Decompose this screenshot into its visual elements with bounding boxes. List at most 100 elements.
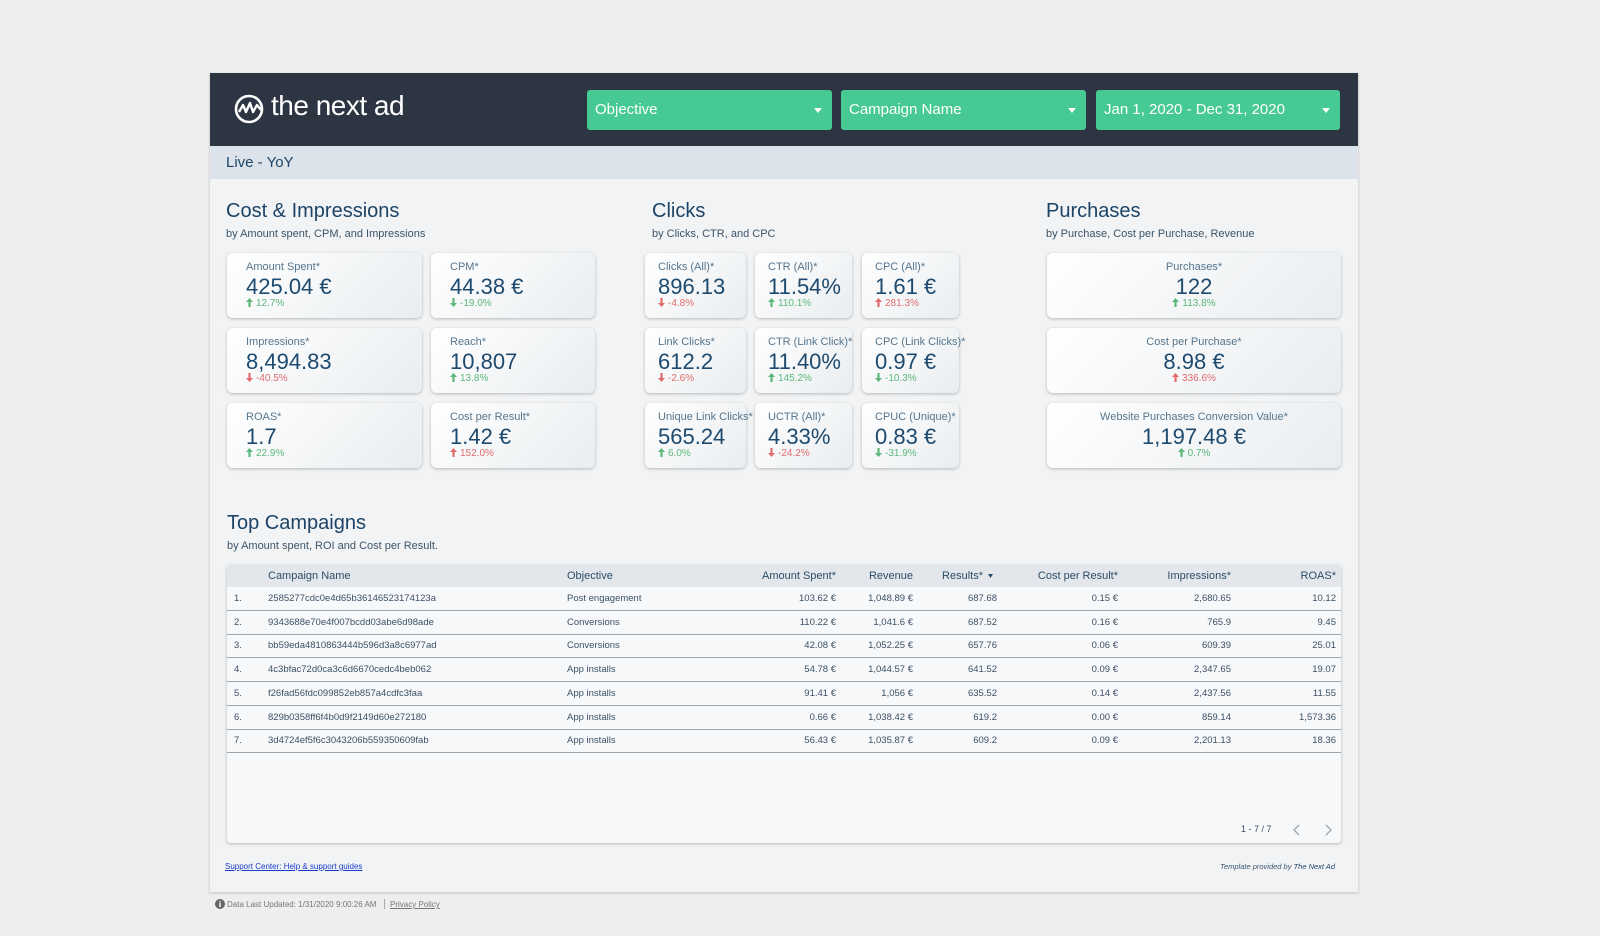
kpi-change: 110.1%	[768, 298, 811, 309]
table-cell: 9343688e70e4f007bcdd03abe6d98ade	[268, 616, 434, 628]
kpi-label: Amount Spent*	[246, 261, 320, 273]
table-row-divider	[227, 728, 1341, 730]
support-link[interactable]: Support Center: Help & support guides	[225, 862, 363, 871]
table-cell: 56.43 €	[804, 735, 836, 747]
kpi-label: Clicks (All)*	[658, 261, 715, 273]
table-cell: 0.15 €	[1091, 593, 1118, 604]
kpi-change: -31.9%	[875, 448, 917, 459]
kpi-card: CPUC (Unique)* 0.83 € -31.9%	[862, 403, 959, 468]
kpi-change-value: 13.8%	[460, 373, 489, 384]
kpi-change: 113.8%	[1047, 298, 1341, 309]
page-title: Live - YoY	[226, 154, 294, 171]
trend-arrow	[1172, 298, 1180, 307]
kpi-label: Cost per Result*	[450, 411, 531, 423]
column-header[interactable]: Cost per Result*	[1037, 570, 1118, 582]
column-header[interactable]: Impressions*	[1167, 570, 1231, 582]
table-cell: 635.52	[967, 687, 997, 699]
table-subtitle: by Amount spent, ROI and Cost per Result…	[227, 540, 438, 552]
column-header[interactable]: Objective	[567, 570, 613, 582]
column-header[interactable]: Campaign Name	[268, 570, 351, 582]
kpi-change-value: 281.3%	[885, 298, 919, 309]
filter-dropdown[interactable]: Jan 1, 2020 - Dec 31, 2020	[1096, 90, 1340, 130]
privacy-link[interactable]: Privacy Policy	[390, 900, 440, 909]
table-cell: Conversions	[567, 640, 620, 652]
kpi-value: 565.24	[658, 424, 726, 449]
section-title: Cost & Impressions	[226, 200, 400, 222]
kpi-change: 152.0%	[450, 448, 494, 459]
kpi-card: Cost per Result* 1.42 €152.0%	[431, 403, 595, 468]
kpi-change: -10.3%	[875, 373, 917, 384]
kpi-card: Reach* 10,807 13.8%	[431, 328, 595, 393]
trend-arrow	[1172, 373, 1180, 382]
kpi-value: 8,494.83	[246, 349, 332, 374]
row-rank: 5.	[234, 687, 242, 699]
table-cell: 1,573.36	[1299, 711, 1336, 723]
kpi-value: 1.42 €	[450, 424, 512, 449]
dropdown-caret	[814, 108, 822, 113]
filter-dropdown[interactable]: Objective	[587, 90, 832, 130]
table-cell: 2,347.65	[1194, 664, 1231, 676]
kpi-label: Unique Link Clicks*	[658, 411, 753, 423]
trend-arrow	[658, 373, 665, 382]
column-header[interactable]: Results*	[942, 570, 983, 582]
column-header[interactable]: ROAS*	[1300, 570, 1336, 582]
kpi-change-value: 113.8%	[1182, 298, 1216, 309]
kpi-label: Impressions*	[246, 336, 310, 348]
kpi-card: Link Clicks* 612.2 -2.6%	[645, 328, 746, 393]
kpi-value: 1,197.48 €	[1142, 424, 1246, 449]
kpi-label: CPUC (Unique)*	[875, 411, 956, 423]
column-header[interactable]: Revenue	[868, 570, 913, 582]
kpi-card: Purchases* 122 113.8%	[1047, 253, 1341, 318]
kpi-value: 44.38 €	[450, 274, 524, 299]
prev-page[interactable]	[1293, 824, 1301, 836]
next-page[interactable]	[1324, 824, 1332, 836]
table-cell: 829b0358ff6f4b0d9f2149d60e272180	[268, 711, 427, 723]
kpi-label: CPC (All)*	[875, 261, 926, 273]
kpi-card: UCTR (All)* 4.33% -24.2%	[755, 403, 852, 468]
table-cell: 609.39	[1201, 640, 1231, 652]
kpi-change-value: 22.9%	[256, 448, 285, 459]
filter-dropdown[interactable]: Campaign Name	[841, 90, 1086, 130]
top-bar: the next ad Objective Campaign Name Jan 1,…	[210, 73, 1358, 146]
kpi-change: 13.8%	[450, 373, 488, 384]
kpi-label: CTR (All)*	[768, 261, 818, 273]
kpi-change-value: -31.9%	[885, 448, 917, 459]
kpi-label: Reach*	[450, 336, 487, 348]
table-cell: 1,052.25 €	[868, 640, 913, 652]
table-cell: 2,437.56	[1194, 687, 1231, 699]
kpi-change-value: 110.1%	[778, 298, 812, 309]
kpi-change: 22.9%	[246, 448, 284, 459]
kpi-card: ROAS* 1.7 22.9%	[227, 403, 422, 468]
kpi-value: 11.40%	[768, 349, 841, 374]
table-row-divider	[227, 681, 1341, 683]
kpi-change-value: 152.0%	[460, 448, 494, 459]
template-brand: The Next Ad	[1293, 862, 1335, 871]
row-rank: 3.	[234, 640, 242, 652]
trend-arrow	[768, 373, 775, 382]
table-cell: App installs	[567, 664, 616, 676]
kpi-card: Clicks (All)* 896.13 -4.8%	[645, 253, 746, 318]
kpi-card: Unique Link Clicks* 565.24 6.0%	[645, 403, 753, 468]
section-subtitle: by Clicks, CTR, and CPC	[652, 228, 776, 240]
kpi-label: Cost per Purchase*	[1146, 336, 1242, 348]
table-cell: 4c3bfac72d0ca3c6d6670cedc4beb062	[268, 664, 432, 676]
template-text: Template provided by	[1220, 862, 1292, 871]
kpi-label: CPM*	[450, 261, 479, 273]
pagination-label: 1 - 7 / 7	[1241, 824, 1272, 834]
kpi-change: 336.6%	[1047, 373, 1341, 384]
kpi-value: 122	[1175, 274, 1213, 299]
trend-arrow	[768, 448, 775, 457]
kpi-change: 145.2%	[768, 373, 812, 384]
kpi-change-value: 12.7%	[256, 298, 285, 309]
table-cell: 110.22 €	[799, 616, 836, 628]
table-cell: 2,201.13	[1194, 735, 1231, 747]
table-cell: App installs	[567, 735, 616, 747]
row-rank: 7.	[234, 735, 242, 747]
kpi-card: CPM* 44.38 € -19.0%	[431, 253, 595, 318]
kpi-change: 6.0%	[658, 448, 691, 459]
table-cell: 1,035.87 €	[868, 735, 913, 747]
table-cell: 91.41 €	[804, 687, 836, 699]
table-cell: Conversions	[567, 616, 620, 628]
column-header[interactable]: Amount Spent*	[762, 570, 836, 582]
table-cell: 1,041.6 €	[873, 616, 913, 628]
